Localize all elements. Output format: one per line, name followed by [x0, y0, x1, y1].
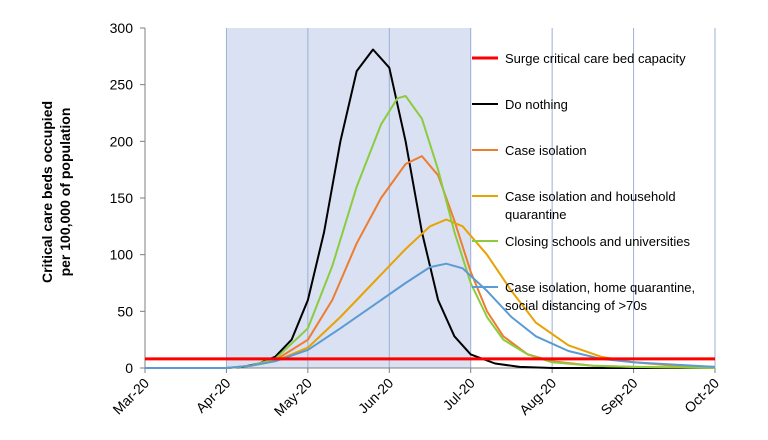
- y-tick-label: 250: [110, 77, 134, 93]
- y-axis-label-line-1: Critical care beds occupied: [39, 101, 55, 283]
- legend-label: Do nothing: [505, 97, 568, 112]
- y-axis-label-line-2: per 100,000 of population: [57, 108, 73, 277]
- x-tick-label: Jun-20: [355, 375, 397, 417]
- x-tick-label: Mar-20: [109, 375, 152, 418]
- y-tick-label: 150: [110, 190, 134, 206]
- y-tick-label: 50: [117, 303, 133, 319]
- x-tick-label: Aug-20: [516, 375, 559, 418]
- legend-label: social distancing of >70s: [505, 298, 648, 313]
- x-tick-label: Jul-20: [440, 375, 478, 413]
- legend-label: Case isolation: [505, 143, 587, 158]
- y-tick-label: 0: [125, 360, 133, 376]
- y-axis-tick-labels: 0 50 100 150 200 250 300: [110, 20, 145, 376]
- y-tick-label: 300: [110, 20, 134, 36]
- legend-label: quarantine: [505, 207, 566, 222]
- x-tick-label: Oct-20: [681, 375, 722, 416]
- legend-label: Case isolation, home quarantine,: [505, 280, 695, 295]
- x-tick-label: Sep-20: [597, 375, 640, 418]
- legend: Surge critical care bed capacity Do nothi…: [472, 51, 695, 313]
- y-tick-label: 200: [110, 133, 134, 149]
- legend-label: Surge critical care bed capacity: [505, 51, 686, 66]
- series-lines: [145, 48, 716, 369]
- legend-label: Case isolation and household: [505, 189, 676, 204]
- y-tick-label: 100: [110, 247, 134, 263]
- x-axis-tick-labels: Mar-20 Apr-20 May-20 Jun-20 Jul-20 Aug-20 Sep-…: [109, 368, 722, 419]
- x-tick-label: Apr-20: [193, 375, 234, 416]
- lockdown-shaded-region: [226, 28, 471, 368]
- legend-label: Closing schools and universities: [505, 234, 690, 249]
- x-tick-label: May-20: [271, 375, 315, 419]
